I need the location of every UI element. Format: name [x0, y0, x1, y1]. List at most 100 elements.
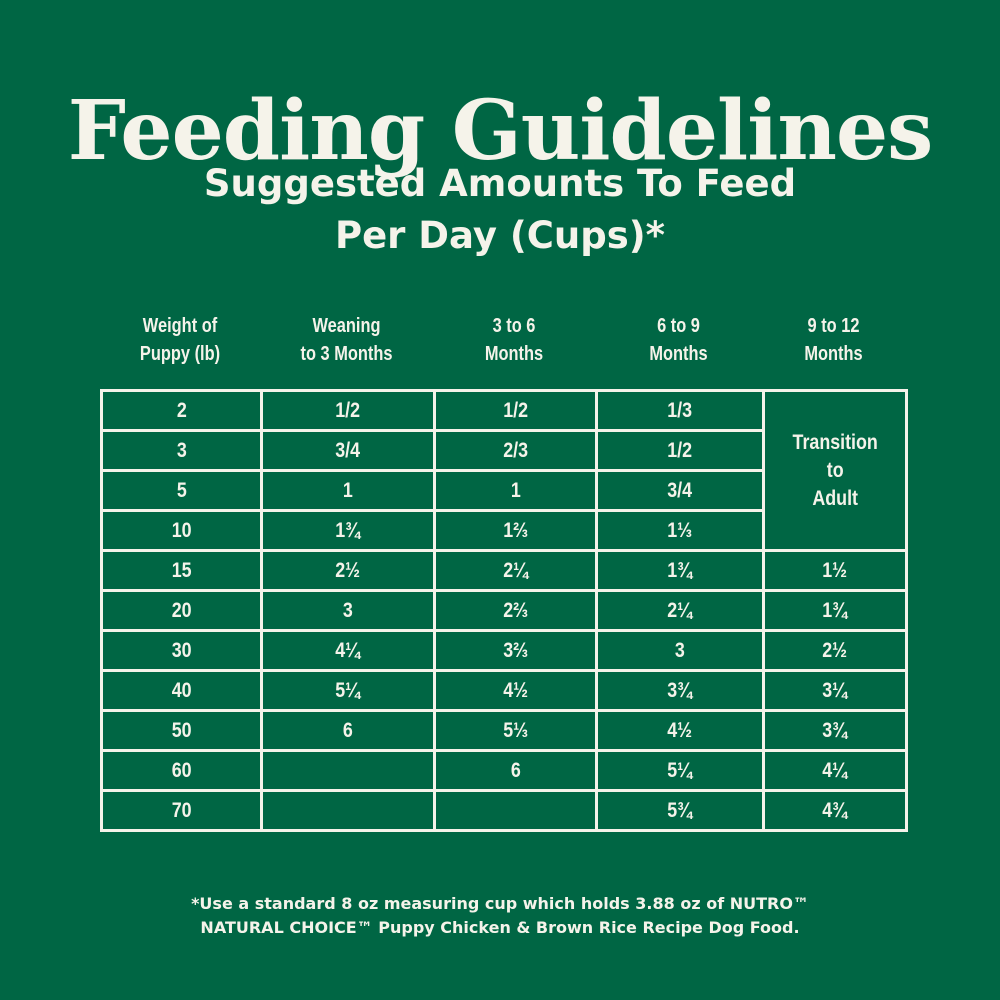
cell-value: 15 — [171, 558, 192, 582]
3-6-months-cell: 6 — [433, 749, 598, 792]
cell-value: 3/4 — [667, 478, 693, 502]
weaning-cell: 1¾ — [260, 509, 436, 552]
3-6-months-cell: 1/2 — [433, 389, 598, 432]
cell-value: 2/3 — [503, 438, 528, 462]
weaning-cell: 6 — [260, 709, 436, 752]
header-3-6-months: 3 to 6 Months — [448, 312, 581, 368]
weight-cell: 15 — [100, 549, 263, 592]
9-12-months-cell: 1½ — [762, 549, 908, 592]
cell-value: 3⅔ — [503, 638, 528, 662]
6-9-months-cell: 1⅓ — [595, 509, 765, 552]
transition-line-3: Adult — [812, 486, 858, 510]
cell-value: 3/4 — [335, 438, 361, 462]
9-12-months-cell: 4¼ — [762, 749, 908, 792]
9-12-months-cell: 2½ — [762, 629, 908, 672]
weight-cell: 70 — [100, 789, 263, 832]
cell-value: 4¼ — [335, 638, 361, 662]
table-row: 10 1¾ 1⅔ 1⅓ — [100, 509, 907, 552]
cell-value: 3¼ — [822, 678, 848, 702]
cell-value: 40 — [171, 678, 192, 702]
table-row: 30 4¼ 3⅔ 3 2½ — [100, 629, 908, 672]
transition-line-2: to — [826, 458, 844, 482]
footnote: *Use a standard 8 oz measuring cup which… — [0, 892, 1000, 940]
cell-value: 5⅓ — [503, 718, 528, 742]
header-3-6-line-1: 3 to 6 — [492, 315, 536, 337]
cell-value: 1⅓ — [667, 518, 693, 542]
subtitle: Suggested Amounts To Feed Per Day (Cups)… — [0, 158, 1000, 262]
cell-value: 5¾ — [667, 798, 693, 822]
9-12-months-cell: 3¼ — [762, 669, 908, 712]
cell-value: 1¾ — [667, 558, 693, 582]
weaning-cell: 3/4 — [260, 429, 436, 472]
cell-value: 1⅔ — [503, 518, 528, 542]
9-12-months-cell: 4¾ — [762, 789, 908, 832]
header-6-9-line-2: Months — [649, 343, 708, 365]
9-12-months-cell: 1¾ — [762, 589, 908, 632]
weaning-cell: 2½ — [260, 549, 436, 592]
weight-cell: 30 — [100, 629, 263, 672]
weight-cell: 5 — [100, 469, 263, 512]
header-3-6-line-2: Months — [484, 343, 544, 365]
cell-value: 20 — [171, 598, 192, 622]
cell-value: 1/2 — [667, 438, 693, 462]
table-row: 40 5¼ 4½ 3¾ 3¼ — [100, 669, 908, 712]
table-row: 70 5¾ 4¾ — [100, 789, 908, 832]
header-6-9-months: 6 to 9 Months — [610, 312, 747, 368]
header-weaning-line-2: to 3 Months — [300, 343, 393, 365]
cell-value: 1¾ — [822, 598, 848, 622]
weaning-cell: 5¼ — [260, 669, 436, 712]
6-9-months-cell: 3 — [595, 629, 765, 672]
3-6-months-cell: 5⅓ — [433, 709, 598, 752]
cell-value: 4¼ — [822, 758, 848, 782]
3-6-months-cell: 1 — [433, 469, 598, 512]
table-row: 15 2½ 2¼ 1¾ 1½ — [100, 549, 908, 592]
transition-to-adult-cell: Transition to Adult — [762, 389, 908, 552]
weaning-cell: 1 — [260, 469, 436, 512]
table-row: 3 3/4 2/3 1/2 — [100, 429, 907, 472]
weight-cell: 20 — [100, 589, 263, 632]
3-6-months-cell: 3⅔ — [433, 629, 598, 672]
cell-value: 6 — [510, 758, 521, 782]
weaning-cell: 4¼ — [260, 629, 436, 672]
table-row: 60 6 5¼ 4¼ — [100, 749, 908, 792]
cell-value: 1/2 — [335, 398, 361, 422]
header-weight-line-1: Weight of — [142, 315, 218, 337]
header-weight: Weight of Puppy (lb) — [114, 312, 245, 368]
feeding-table: 2 1/2 1/2 1/3 Transition to Adult 3 3/4 … — [100, 389, 908, 832]
transition-text: Transition to Adult — [792, 429, 877, 513]
header-weaning-line-1: Weaning — [312, 315, 381, 337]
weight-cell: 10 — [100, 509, 263, 552]
column-headers: Weight of Puppy (lb) Weaning to 3 Months… — [100, 312, 905, 372]
transition-line-1: Transition — [792, 430, 878, 454]
cell-value: 10 — [171, 518, 192, 542]
weight-cell: 3 — [100, 429, 263, 472]
cell-value: 1/3 — [667, 398, 693, 422]
6-9-months-cell: 3¾ — [595, 669, 765, 712]
cell-value: 4½ — [667, 718, 693, 742]
3-6-months-cell: 2⅔ — [433, 589, 598, 632]
cell-value: 3 — [176, 438, 187, 462]
page-title: Feeding Guidelines — [67, 82, 934, 179]
cell-value: 3¾ — [667, 678, 693, 702]
6-9-months-cell: 1/3 — [595, 389, 765, 432]
subtitle-line-1: Suggested Amounts To Feed — [203, 162, 797, 205]
header-9-12-line-2: Months — [804, 343, 863, 365]
cell-value: 2¼ — [667, 598, 693, 622]
table-row: 5 1 1 3/4 — [100, 469, 907, 512]
header-9-12-line-1: 9 to 12 — [807, 315, 860, 337]
cell-value: 5¼ — [667, 758, 693, 782]
weaning-cell — [260, 749, 436, 792]
table-row: 50 6 5⅓ 4½ 3¾ — [100, 709, 908, 752]
cell-value: 60 — [171, 758, 192, 782]
header-weight-line-2: Puppy (lb) — [139, 343, 221, 365]
cell-value: 2 — [176, 398, 187, 422]
6-9-months-cell: 3/4 — [595, 469, 765, 512]
cell-value: 1 — [510, 478, 521, 502]
cell-value: 2½ — [335, 558, 361, 582]
header-weaning-3-months: Weaning to 3 Months — [276, 312, 418, 368]
header-9-12-months: 9 to 12 Months — [775, 312, 892, 368]
weight-cell: 50 — [100, 709, 263, 752]
6-9-months-cell: 2¼ — [595, 589, 765, 632]
weight-cell: 40 — [100, 669, 263, 712]
cell-value: 1/2 — [503, 398, 528, 422]
